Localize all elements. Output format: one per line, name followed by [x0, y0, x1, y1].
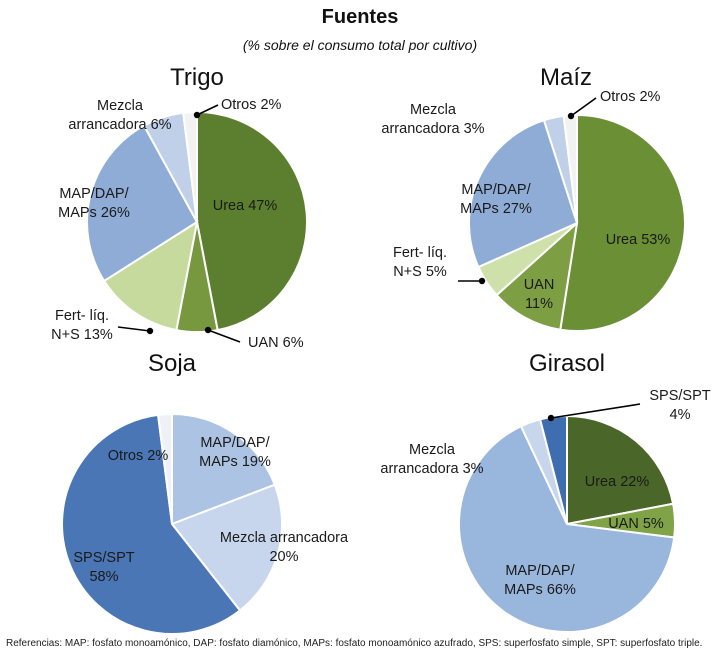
leader-dot-trigo-2 — [146, 327, 154, 335]
pie-slice-maiz-urea-53 — [559, 113, 686, 332]
slice-label-trigo-fert-liq-n-s-13: Fert- líq. N+S 13% — [51, 308, 113, 343]
pie-title-maiz: Maíz — [540, 64, 592, 91]
slice-label-trigo-urea-47: Urea 47% — [213, 198, 278, 214]
slice-label-maiz-uan-11: UAN 11% — [524, 277, 555, 312]
slice-label-maiz-map-dap-maps-27: MAP/DAP/MAPs 27% — [460, 182, 532, 217]
pie-slice-trigo-fert-liq-n-s-13 — [102, 219, 199, 332]
slice-label-trigo-otros-2: Otros 2% — [221, 97, 282, 113]
leader-line-trigo-1 — [207, 329, 241, 343]
slice-label-maiz-urea-53: Urea 53% — [606, 232, 671, 248]
leader-dot-trigo-5 — [193, 111, 201, 119]
slice-label-maiz-fert-liq-n-s-5: Fert- líq. N+S 5% — [393, 245, 447, 280]
pie-slice-soja-map-dap-maps-19 — [171, 412, 277, 526]
slice-label-soja-map-dap-maps-19: MAP/DAP/MAPs 19% — [199, 435, 271, 470]
pie-slice-girasol-urea-22 — [566, 414, 675, 526]
pie-slice-soja-mezcla-arrancadora-20 — [170, 483, 283, 612]
pie-chart-soja: Soja MAP/DAP/MAPs 19% Mezcla arrancadora 20… — [61, 350, 349, 635]
pie-slice-maiz-map-dap-maps-27 — [468, 118, 579, 269]
leader-line-trigo-5 — [196, 104, 219, 116]
slice-label-girasol-map-dap-maps-66: MAP/DAP/MAPs 66% — [504, 563, 576, 598]
leader-dot-maiz-5 — [567, 112, 575, 120]
leader-dot-trigo-1 — [204, 326, 212, 334]
leader-dot-maiz-2 — [478, 277, 486, 285]
pie-slice-soja-otros-2 — [156, 412, 173, 525]
pie-title-trigo: Trigo — [170, 64, 224, 91]
pie-chart-girasol: Girasol Urea 22% UAN 5% MAP/DAP/MAPs 66% Mez… — [380, 350, 711, 633]
slice-label-maiz-otros-2: Otros 2% — [600, 89, 661, 105]
slice-label-girasol-urea-22: Urea 22% — [585, 474, 650, 490]
chart-subtitle: (% sobre el consumo total por cultivo) — [242, 37, 478, 53]
pie-slice-maiz-uan-11 — [495, 220, 579, 331]
leader-line-maiz-5 — [570, 97, 597, 117]
pie-chart-trigo: Trigo Urea 47% UAN 6% Fert- líq. N+S 13% MAP/… — [51, 64, 308, 351]
pie-chart-maiz: Maíz Urea 53% UAN 11% Fert- líq. N+S 5% MAP/DA… — [381, 64, 686, 332]
slice-label-trigo-mezcla-arrancadora-6: Mezcla arrancadora 6% — [68, 98, 171, 133]
slice-label-maiz-mezcla-arrancadora-3: Mezcla arrancadora 3% — [381, 102, 484, 137]
pie-slice-trigo-map-dap-maps-26 — [86, 124, 199, 283]
pie-slice-soja-sps-spt-58 — [61, 413, 242, 635]
slice-label-girasol-uan-5: UAN 5% — [608, 516, 664, 532]
pie-slice-trigo-urea-47 — [196, 110, 308, 332]
leader-line-trigo-2 — [117, 326, 151, 332]
slice-label-soja-sps-spt-58: SPS/SPT 58% — [73, 550, 134, 585]
footnote-references: Referencias: MAP: fosfato monoamónico, D… — [6, 638, 703, 649]
pie-slice-girasol-map-dap-maps-66 — [458, 424, 676, 633]
chart-main-title: Fuentes — [321, 6, 399, 28]
slice-label-trigo-uan-6: UAN 6% — [248, 335, 304, 351]
slice-label-girasol-sps-spt-4: SPS/SPT 4% — [649, 388, 710, 423]
slice-label-soja-otros-2: Otros 2% — [108, 448, 169, 464]
slice-label-girasol-mezcla-arrancadora-3: Mezcla arrancadora 3% — [380, 442, 483, 477]
slice-label-soja-mezcla-arrancadora-20: Mezcla arrancadora 20% — [220, 530, 349, 565]
leader-line-girasol-4 — [550, 403, 641, 419]
pie-title-girasol: Girasol — [529, 350, 605, 377]
pie-title-soja: Soja — [148, 350, 197, 377]
leader-dot-girasol-4 — [547, 414, 555, 422]
slice-label-trigo-map-dap-maps-26: MAP/DAP/MAPs 26% — [58, 186, 130, 221]
